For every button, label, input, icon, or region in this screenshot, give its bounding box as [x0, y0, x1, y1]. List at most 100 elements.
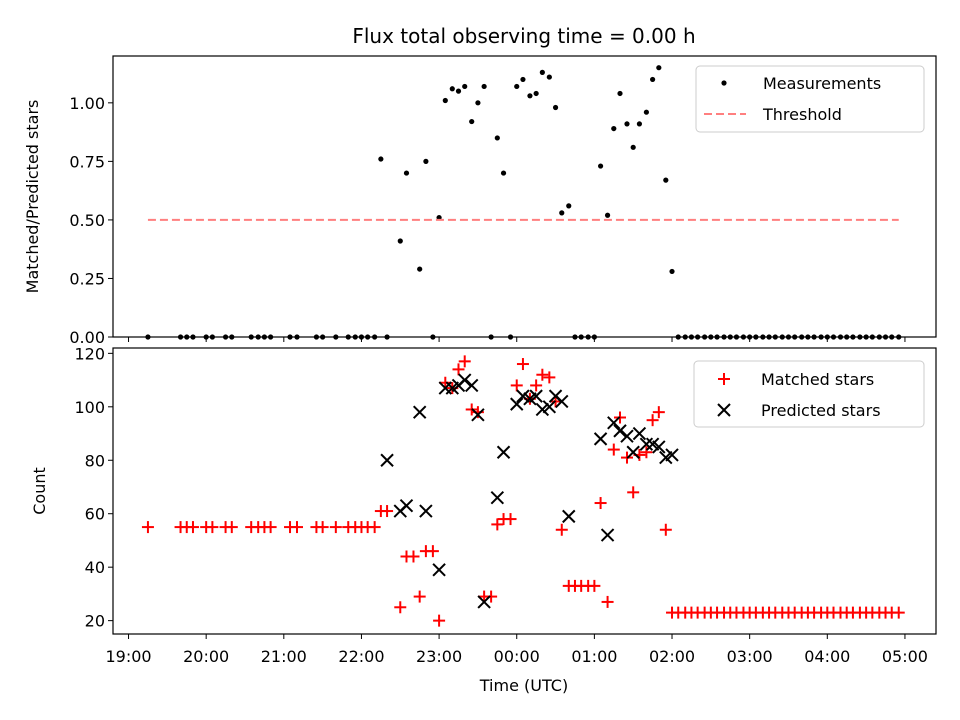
measurement-point	[597, 163, 604, 169]
top-legend: Measurements Threshold	[695, 65, 925, 133]
matched-point	[601, 595, 614, 608]
measurement-point	[721, 334, 727, 340]
measurement-point	[248, 334, 254, 340]
measurement-point	[287, 334, 293, 340]
matched-point	[206, 521, 219, 534]
measurement-point	[792, 334, 798, 340]
measurement-point	[520, 76, 526, 83]
top-axes-frame	[112, 55, 937, 338]
bottom-plot-marks	[141, 355, 905, 627]
measurement-point	[320, 334, 326, 340]
measurement-point	[566, 203, 572, 209]
matched-point	[413, 590, 426, 603]
matched-point	[452, 363, 465, 376]
y-tick-label: 0.25	[69, 269, 105, 288]
predicted-point	[620, 429, 634, 443]
measurement-point	[352, 334, 358, 340]
legend-matched-label: Matched stars	[761, 370, 874, 389]
measurement-point	[624, 121, 630, 127]
chart-title: Flux total observing time = 0.00 h	[352, 24, 695, 48]
predicted-point	[555, 394, 569, 409]
x-tick-label: 19:00	[105, 647, 151, 666]
measurement-point	[539, 69, 545, 75]
measurement-point	[423, 158, 429, 164]
predicted-point	[490, 490, 505, 505]
y-tick-label: 20	[85, 612, 105, 631]
measurement-point	[844, 334, 850, 340]
matched-point	[536, 368, 549, 381]
measurement-point	[417, 266, 423, 272]
measurement-point	[333, 334, 339, 340]
measurement-point	[449, 86, 455, 92]
measurement-point	[546, 74, 552, 80]
measurement-point	[611, 125, 617, 132]
top-panel: 0.00 0.25 0.50 0.75 1.00 Matched/Predicted s…	[23, 55, 937, 347]
predicted-point	[632, 426, 647, 441]
measurement-point	[559, 210, 565, 216]
measurement-point	[889, 334, 895, 340]
measurement-point	[475, 100, 481, 106]
predicted-point	[639, 437, 654, 451]
measurement-point	[727, 334, 733, 340]
measurement-point	[145, 334, 151, 340]
matched-point	[291, 521, 304, 534]
top-plot-marks	[145, 65, 902, 340]
matched-point	[892, 606, 905, 619]
measurement-point	[378, 156, 384, 162]
predicted-point	[516, 389, 530, 403]
measurement-point	[209, 334, 215, 340]
y-tick-label: 0.75	[69, 152, 105, 171]
measurement-point	[222, 334, 229, 340]
x-tick-label: 23:00	[416, 647, 462, 666]
measurement-point	[578, 334, 584, 340]
predicted-point	[542, 400, 557, 414]
top-y-axis: 0.00 0.25 0.50 0.75 1.00	[69, 94, 113, 347]
measurement-point	[313, 334, 320, 340]
measurement-point	[585, 334, 591, 340]
x-tick-label: 05:00	[882, 647, 928, 666]
bottom-legend: Matched stars Predicted stars	[693, 360, 925, 428]
measurement-point	[857, 334, 863, 340]
predicted-point	[432, 563, 446, 577]
measurement-point	[818, 334, 824, 340]
measurement-point	[268, 334, 274, 340]
measurement-point	[514, 83, 520, 90]
measurement-point	[837, 334, 844, 340]
bottom-x-axis: 19:00 20:00 21:00 22:00 23:00 00:00 01:00 02:00…	[105, 634, 928, 666]
x-tick-label: 04:00	[804, 647, 850, 666]
measurement-point	[682, 334, 688, 340]
measurement-point	[766, 334, 772, 340]
predicted-point	[464, 378, 479, 393]
measurement-point	[184, 334, 190, 340]
measurement-point	[604, 212, 611, 218]
matched-point	[426, 545, 439, 558]
y-tick-label: 120	[74, 344, 105, 363]
matched-point	[594, 497, 607, 510]
measurement-point	[896, 334, 902, 340]
measurement-point	[740, 334, 747, 340]
measurement-point	[617, 90, 623, 97]
measurement-point	[702, 334, 708, 340]
matched-point	[141, 521, 154, 534]
measurement-point	[656, 65, 662, 71]
measurement-point	[805, 334, 811, 340]
measurement-point	[442, 97, 448, 104]
measurement-point	[733, 334, 740, 340]
predicted-point	[419, 504, 433, 518]
predicted-point	[496, 445, 511, 459]
predicted-point	[613, 424, 627, 438]
matched-point	[407, 550, 420, 563]
measurement-point	[488, 334, 494, 340]
measurement-point	[229, 334, 235, 340]
matched-point	[510, 379, 523, 392]
measurement-point	[824, 334, 830, 340]
measurement-point	[527, 93, 533, 99]
legend-matched-marker	[718, 373, 730, 385]
predicted-point	[380, 453, 394, 467]
measurement-point	[365, 334, 371, 340]
top-y-axis-label: Matched/Predicted stars	[23, 100, 42, 294]
measurement-point	[372, 334, 378, 340]
measurement-point	[190, 334, 196, 340]
measurement-point	[688, 334, 695, 340]
x-tick-label: 22:00	[338, 647, 384, 666]
